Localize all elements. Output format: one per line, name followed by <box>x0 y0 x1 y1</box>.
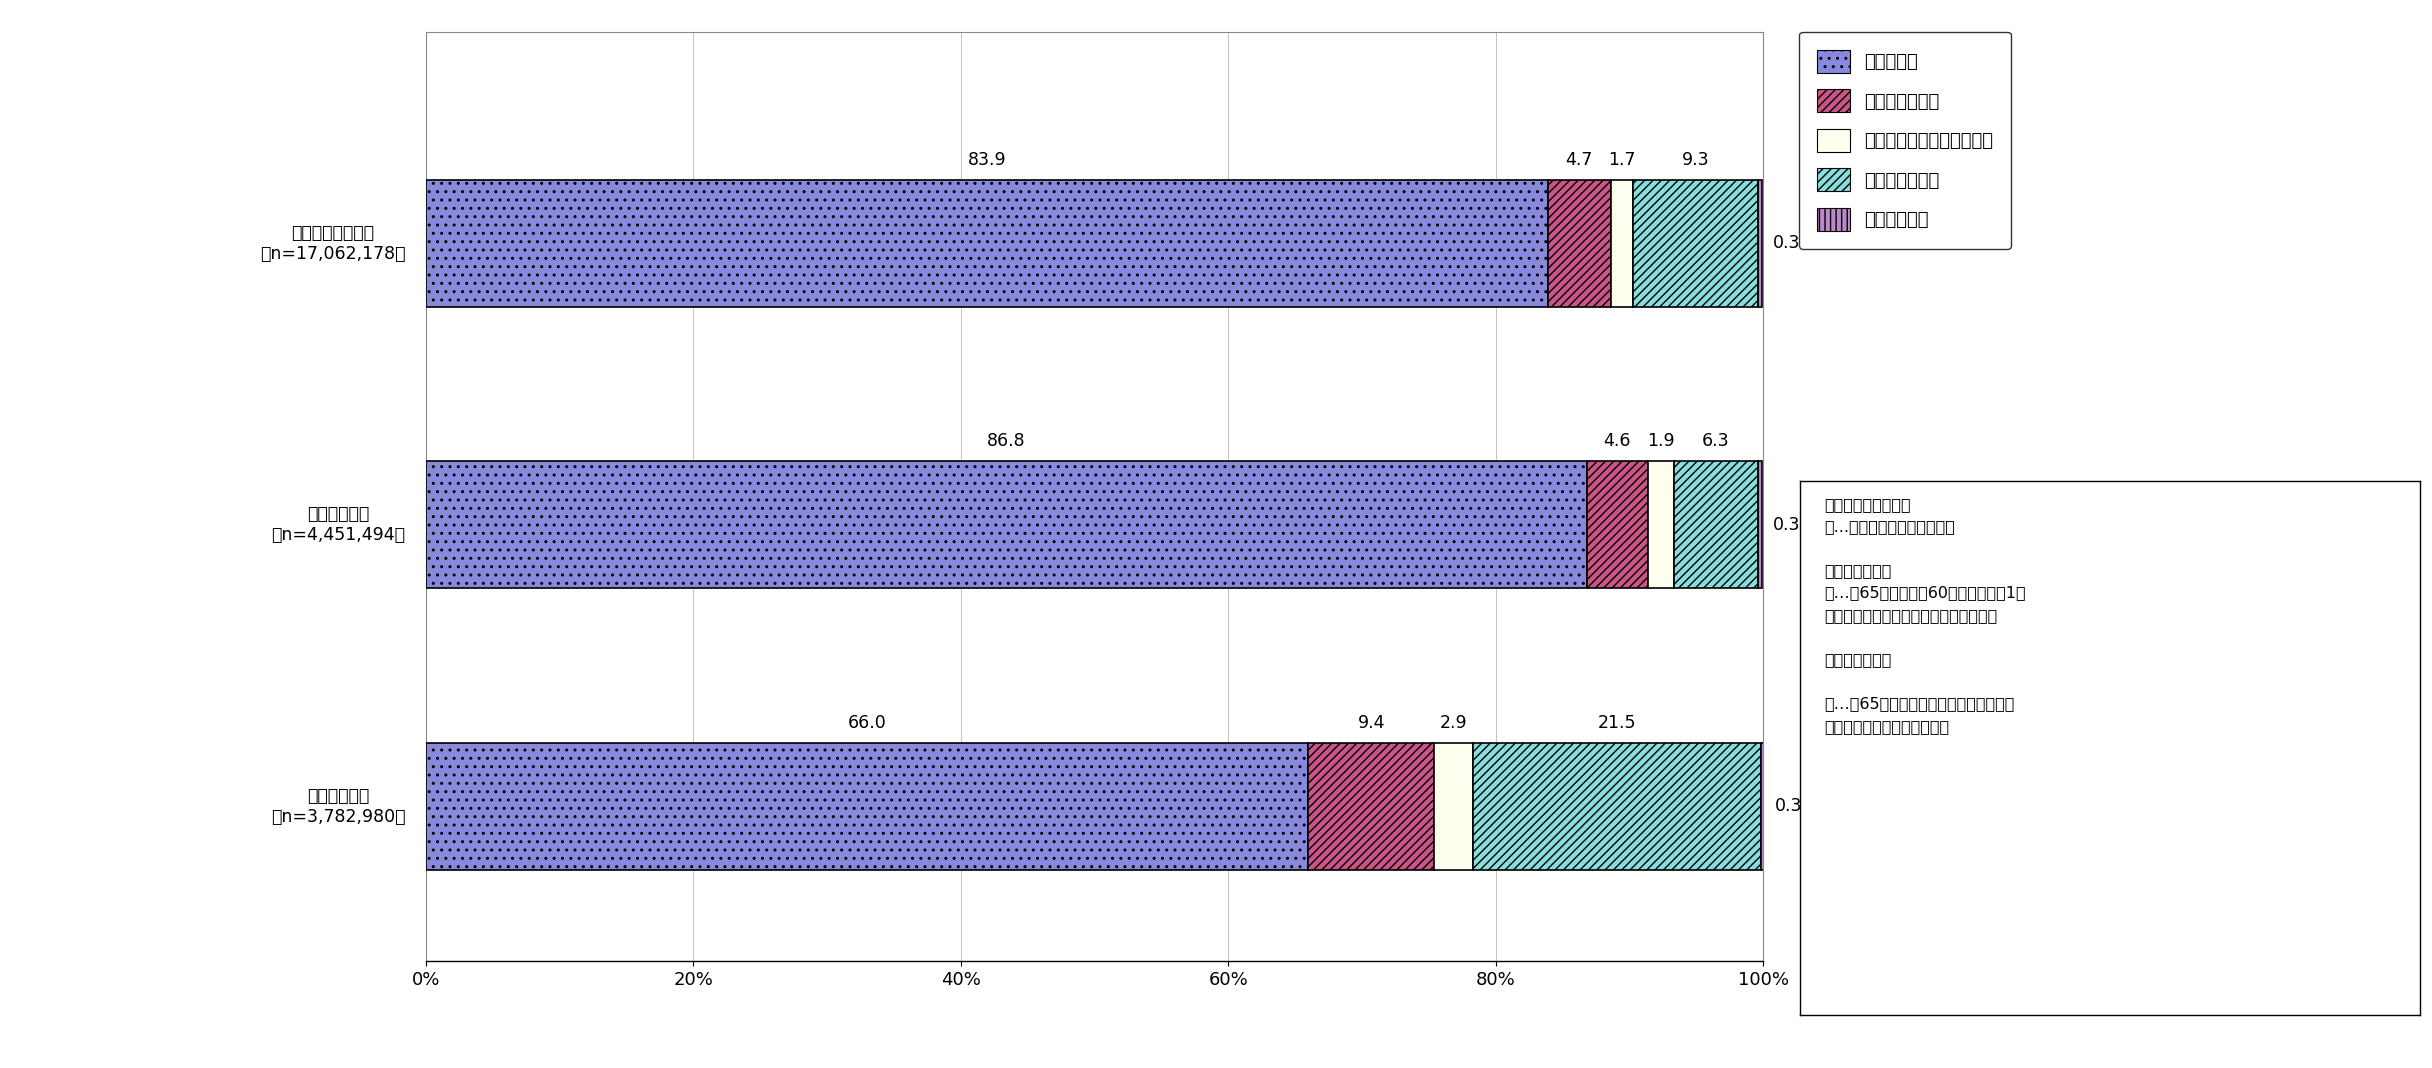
Text: 4.6: 4.6 <box>1603 433 1632 450</box>
Text: 6.3: 6.3 <box>1702 433 1729 450</box>
Text: 1.7: 1.7 <box>1608 151 1637 169</box>
Text: 9.4: 9.4 <box>1357 713 1386 732</box>
Text: 21.5: 21.5 <box>1598 713 1637 732</box>
Text: 66.0: 66.0 <box>849 713 885 732</box>
Text: 83.9: 83.9 <box>968 151 1007 169</box>
Text: 高齢者のいる世帯
（n=17,062,178）: 高齢者のいる世帯 （n=17,062,178） <box>260 224 406 263</box>
Bar <box>1308 743 1435 869</box>
Text: 0.3: 0.3 <box>1775 798 1802 815</box>
Text: 9.3: 9.3 <box>1683 151 1710 169</box>
Text: 4.7: 4.7 <box>1566 151 1593 169</box>
Text: 2.9: 2.9 <box>1440 713 1466 732</box>
Bar <box>1673 461 1758 588</box>
Text: 0.3: 0.3 <box>1773 516 1800 534</box>
Bar <box>1435 743 1474 869</box>
Text: ・高齢者のいる世帯
　...来歳以上の者がいる世帯

・高齢夫婦世帯
　…夫65歳以上、妻60歳以上の夫婦1組
　　の世帯（他の世帯員がいないもの）

・高齢単: ・高齢者のいる世帯 ...来歳以上の者がいる世帯 ・高齢夫婦世帯 …夫65歳以上… <box>1824 497 2026 734</box>
Text: 1.9: 1.9 <box>1646 433 1676 450</box>
Text: 86.8: 86.8 <box>987 433 1026 450</box>
Bar <box>1758 461 1761 588</box>
Legend: 持ち家世帯, 公営の借家世帯, 都市機構・公社の借家世帯, 民営の借家世帯, 給与住宅世帯: 持ち家世帯, 公営の借家世帯, 都市機構・公社の借家世帯, 民営の借家世帯, 給… <box>1800 32 2011 249</box>
Bar <box>426 461 1586 588</box>
Bar <box>1761 743 1766 869</box>
Bar <box>1649 461 1673 588</box>
Bar <box>426 179 1547 307</box>
Bar <box>426 743 1308 869</box>
Bar <box>1610 179 1634 307</box>
Bar <box>1634 179 1758 307</box>
Text: 0.3: 0.3 <box>1773 234 1800 252</box>
Bar <box>1758 179 1761 307</box>
Bar <box>1586 461 1649 588</box>
Text: 高齢単身世帯
（n=3,782,980）: 高齢単身世帯 （n=3,782,980） <box>270 787 406 826</box>
Bar <box>1474 743 1761 869</box>
Text: 高齢夫婦世帯
（n=4,451,494）: 高齢夫婦世帯 （n=4,451,494） <box>272 505 406 545</box>
Bar <box>1547 179 1610 307</box>
